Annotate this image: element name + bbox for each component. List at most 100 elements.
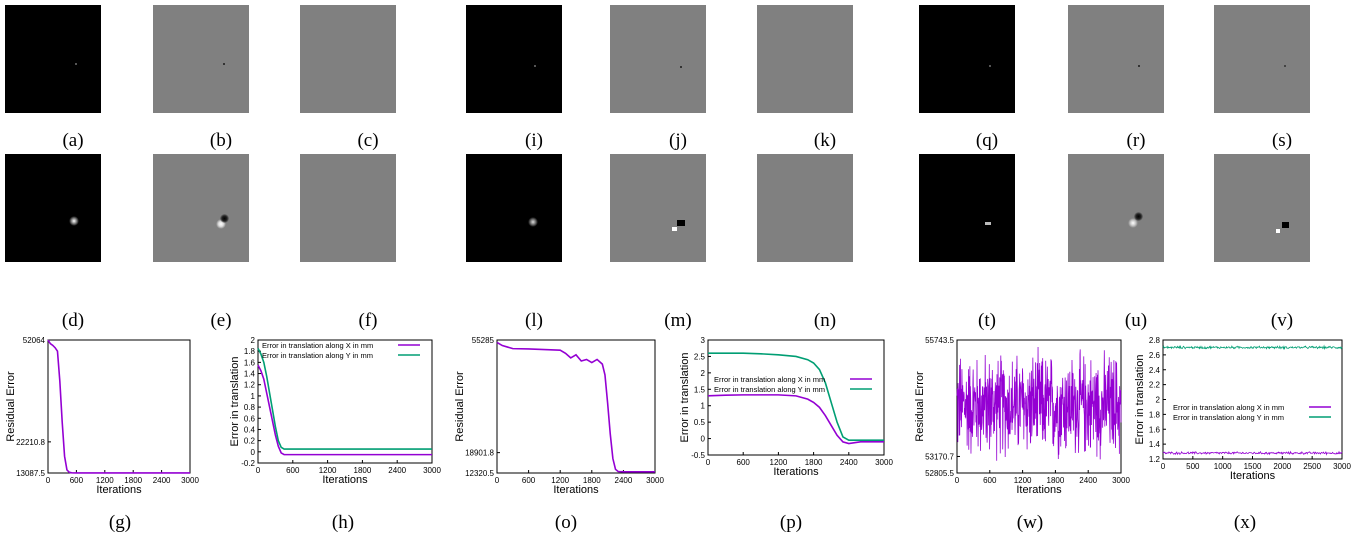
x-tick-label: 0 — [256, 466, 261, 475]
caption-q: (q) — [975, 130, 999, 151]
x-axis-label: Iterations — [553, 484, 599, 496]
x-tick-label: 1200 — [96, 476, 114, 485]
x-tick-label: 0 — [1161, 462, 1166, 471]
y-tick-label: -0.2 — [241, 459, 255, 468]
x-tick-label: 2400 — [615, 476, 633, 485]
series-line-1 — [707, 394, 884, 445]
y-tick-label: 2 — [1156, 396, 1161, 405]
x-tick-label: 2400 — [1079, 476, 1097, 485]
legend-label: Error in translation along Y in mm — [1173, 413, 1284, 422]
chart-h: 0 600 1200 1800 2400 3000 2 1.8 1.6 1.4 1.2 1 0.8 0.6… — [229, 336, 441, 486]
image-u — [1068, 154, 1164, 262]
y-tick-label: 1.2 — [244, 381, 256, 390]
x-tick-label: 1000 — [1214, 462, 1232, 471]
y-tick-label: 1 — [701, 402, 706, 411]
image-b — [153, 5, 249, 113]
image-f — [300, 154, 396, 262]
y-tick-label: 0 — [251, 448, 256, 457]
image-a — [5, 5, 101, 113]
y-tick-label: 1.4 — [244, 370, 256, 379]
image-q — [919, 5, 1015, 113]
caption-u: (u) — [1124, 310, 1148, 331]
series-line-1 — [956, 346, 1122, 461]
y-tick-label: 2 — [251, 336, 256, 345]
x-tick-label: 3000 — [1333, 462, 1351, 471]
caption-x: (x) — [1233, 512, 1257, 533]
caption-s: (s) — [1271, 130, 1293, 151]
x-tick-label: 600 — [286, 466, 300, 475]
x-tick-label: 1200 — [319, 466, 337, 475]
image-i — [466, 5, 562, 113]
caption-t: (t) — [978, 310, 996, 331]
y-tick-label: 2.2 — [1149, 381, 1161, 390]
y-axis-label: Residual Error — [914, 371, 926, 442]
series-line-2 — [257, 348, 432, 450]
x-tick-label: 1500 — [1244, 462, 1262, 471]
image-n — [757, 154, 853, 262]
y-tick-label: 1.6 — [244, 358, 256, 367]
image-k — [757, 5, 853, 113]
caption-a: (a) — [62, 130, 84, 151]
y-tick-label: 2.8 — [1149, 336, 1161, 345]
y-tick-label: 1.5 — [694, 385, 706, 394]
x-axis-label: Iterations — [1230, 470, 1276, 482]
y-axis-label: Error in translation — [1134, 355, 1146, 445]
plot-frame — [1162, 339, 1343, 460]
x-axis-label: Iterations — [1016, 484, 1062, 496]
x-tick-label: 3000 — [181, 476, 199, 485]
caption-w: (w) — [1016, 512, 1044, 533]
y-tick-label: 1.6 — [1149, 425, 1161, 434]
y-tick-label: 18901.8 — [465, 449, 494, 458]
legend-label: Error in translation along Y in mm — [714, 385, 825, 394]
y-tick-label: 13087.5 — [16, 469, 45, 478]
x-tick-label: 600 — [737, 458, 751, 467]
chart-x: 0 500 1000 1500 2000 2500 3000 2.8 2.6 2.4 2.2 2 1.8… — [1134, 336, 1351, 482]
caption-o: (o) — [554, 512, 578, 533]
x-tick-label: 2400 — [388, 466, 406, 475]
caption-b: (b) — [209, 130, 233, 151]
x-tick-label: 600 — [70, 476, 84, 485]
x-tick-label: 600 — [522, 476, 536, 485]
y-tick-label: 22210.8 — [16, 438, 45, 447]
x-tick-label: 2000 — [1273, 462, 1291, 471]
y-tick-label: 1.8 — [1149, 410, 1161, 419]
x-tick-label: 1800 — [354, 466, 372, 475]
image-m — [610, 154, 706, 262]
y-tick-label: 1 — [251, 392, 256, 401]
x-axis-label: Iterations — [96, 484, 142, 496]
chart-g: 0 600 1200 1800 2400 3000 52064 22210.8 13087.5 I… — [5, 336, 199, 496]
image-e — [153, 154, 249, 262]
caption-r: (r) — [1126, 130, 1146, 151]
caption-h: (h) — [331, 512, 355, 533]
series-line-2 — [708, 352, 884, 442]
y-tick-label: 52064 — [23, 336, 46, 345]
y-tick-label: 55743.5 — [925, 336, 954, 345]
chart-o: 0 600 1200 1800 2400 3000 55285 18901.8 12320.5 I… — [454, 336, 664, 496]
x-tick-label: 0 — [46, 476, 51, 485]
series-line-2 — [1162, 344, 1343, 351]
y-tick-label: 1.8 — [244, 347, 256, 356]
y-tick-label: 0.8 — [244, 403, 256, 412]
plot-frame — [707, 339, 885, 456]
x-tick-label: 2400 — [153, 476, 171, 485]
x-tick-label: 500 — [1186, 462, 1200, 471]
caption-p: (p) — [779, 512, 803, 533]
y-tick-label: 55285 — [472, 336, 495, 345]
y-tick-label: 2.5 — [694, 352, 706, 361]
x-tick-label: 3000 — [646, 476, 664, 485]
caption-j: (j) — [669, 130, 687, 151]
x-tick-label: 1800 — [805, 458, 823, 467]
image-r — [1068, 5, 1164, 113]
caption-d: (d) — [61, 310, 85, 331]
y-axis-label: Residual Error — [454, 371, 466, 442]
x-tick-label: 1200 — [1014, 476, 1032, 485]
caption-c: (c) — [357, 130, 379, 151]
y-tick-label: 2.6 — [1149, 351, 1161, 360]
chart-p: 0 600 1200 1800 2400 300032.521.510.50-0.5Ite… — [679, 336, 893, 478]
caption-f: (f) — [358, 310, 378, 331]
caption-e: (e) — [210, 310, 232, 331]
y-tick-label: 2 — [701, 369, 706, 378]
image-d — [5, 154, 101, 262]
y-axis-label: Residual Error — [5, 371, 17, 442]
y-tick-label: 0 — [701, 435, 706, 444]
